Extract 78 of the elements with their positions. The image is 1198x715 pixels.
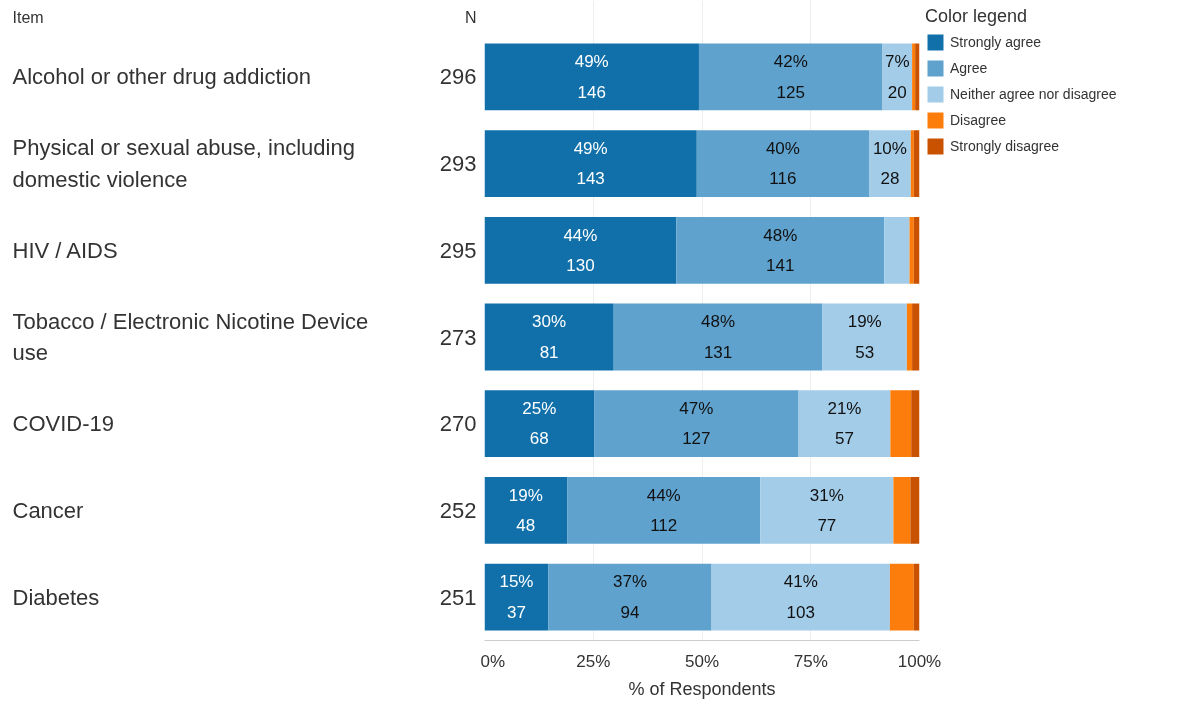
x-tick-label: 0% xyxy=(480,651,506,671)
data-label: 10% 28 xyxy=(872,138,907,189)
x-tick-label: 100% xyxy=(897,651,942,671)
text: 296 xyxy=(439,64,477,90)
x-tick-label: 25% xyxy=(576,651,611,671)
text: 270 xyxy=(439,411,477,437)
text: 273 xyxy=(439,324,477,350)
bar xyxy=(676,216,885,284)
data-label: 47% 127 xyxy=(679,399,714,449)
data-label: 19% 48 xyxy=(508,485,543,536)
data-label: 42% 125 xyxy=(773,52,808,102)
y-tick-label: Physical or sexual abuse, including domestic violence xyxy=(12,135,355,192)
data-label: 7% 20 xyxy=(885,52,910,102)
bar xyxy=(484,43,699,111)
data-label: 19% 53 xyxy=(847,312,882,362)
text: 295 xyxy=(439,237,477,263)
y-tick-label: Tobacco / Electronic Nicotine Device use xyxy=(12,308,369,366)
text: 293 xyxy=(439,151,477,177)
data-label: 49% 146 xyxy=(574,52,609,102)
bar xyxy=(911,390,920,458)
data-label: 41% 103 xyxy=(783,572,818,622)
bar xyxy=(909,216,914,284)
bar xyxy=(910,130,914,197)
x-tick-label: 75% xyxy=(793,651,828,671)
legend-label: Strongly agree xyxy=(950,33,1042,52)
bar xyxy=(798,390,891,458)
y-axis-title: Item xyxy=(12,8,44,26)
text: 252 xyxy=(439,497,477,523)
bar xyxy=(698,43,883,111)
bar xyxy=(567,477,761,544)
bar xyxy=(910,477,920,544)
bar xyxy=(760,477,894,544)
data-label: 44% 112 xyxy=(646,485,681,536)
bar xyxy=(915,43,920,111)
data-label: 15% 37 xyxy=(499,572,534,622)
bar xyxy=(484,563,549,631)
bar xyxy=(912,303,920,371)
data-label: 44% 130 xyxy=(563,225,598,275)
bar xyxy=(484,303,614,371)
data-label: 37% 94 xyxy=(613,572,648,622)
bar xyxy=(484,477,568,544)
data-label: 25% 68 xyxy=(522,399,557,449)
bar xyxy=(889,563,914,631)
x-axis-title: % of Respondents xyxy=(628,678,776,699)
text: 251 xyxy=(439,584,477,610)
legend-label: Disagree xyxy=(950,111,1007,130)
data-label: 21% 57 xyxy=(827,399,862,449)
bar xyxy=(613,303,823,371)
data-label: 30% 81 xyxy=(532,312,567,362)
data-label: 31% 77 xyxy=(809,485,844,536)
bar xyxy=(696,130,870,197)
bar xyxy=(893,477,911,544)
y-tick-label: COVID-19 xyxy=(12,411,114,437)
bar xyxy=(711,563,890,631)
bar xyxy=(484,390,595,458)
legend-title: Color legend xyxy=(925,6,1029,27)
data-label: 48% 131 xyxy=(701,312,736,362)
legend-label: Strongly disagree xyxy=(950,137,1059,156)
legend-label: Neither agree nor disagree xyxy=(950,85,1117,104)
x-tick-label: 50% xyxy=(684,651,720,671)
bar xyxy=(822,303,907,371)
y-tick-label: Diabetes xyxy=(12,584,100,610)
legend-label: Agree xyxy=(950,59,988,78)
bar xyxy=(484,216,677,284)
data-label: 48% 141 xyxy=(763,225,798,275)
bar xyxy=(912,43,916,111)
y-tick-label: HIV / AIDS xyxy=(12,237,118,263)
y-tick-label: Cancer xyxy=(12,497,84,523)
bar xyxy=(484,130,697,197)
bar xyxy=(548,563,712,631)
y2-axis-title: N xyxy=(464,8,477,26)
bar xyxy=(890,390,912,458)
y-tick-label: Alcohol or other drug addiction xyxy=(12,64,311,90)
bar xyxy=(906,303,913,371)
data-label: 49% 143 xyxy=(573,138,608,189)
bar xyxy=(884,216,910,284)
bar xyxy=(594,390,799,458)
data-label: 40% 116 xyxy=(765,138,800,189)
